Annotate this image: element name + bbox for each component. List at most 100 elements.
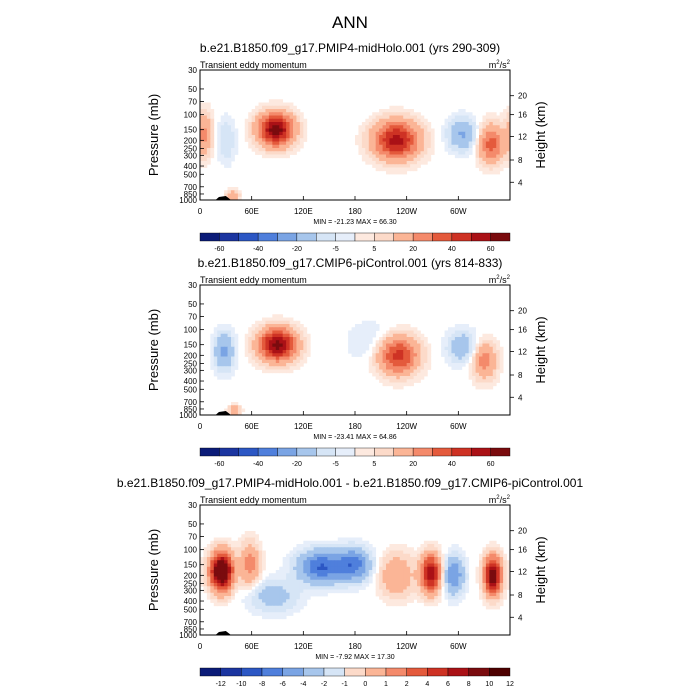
panel-title: b.e21.B1850.f09_g17.CMIP6-piControl.001 … [198,256,503,270]
ytick-right-label: 12 [518,347,527,356]
colorbar-label: -5 [333,461,339,468]
units-label: m2/s2 [489,275,511,285]
colorbar-swatch [199,232,220,242]
colorbar-label: -1 [342,681,348,688]
ytick-label: 100 [184,546,198,555]
colorbar-swatch [323,667,345,677]
panel-2: b.e21.B1850.f09_g17.CMIP6-piControl.001 … [146,256,548,468]
panel-1: b.e21.B1850.f09_g17.PMIP4-midHolo.001 (y… [146,41,548,253]
ytick-label: 1000 [179,196,197,205]
colorbar-label: -2 [321,681,327,688]
colorbar-swatch [451,447,472,457]
ytick-label: 400 [184,162,198,171]
colorbar-label: -12 [216,681,226,688]
ytick-label: 100 [184,326,198,335]
ytick-right-label: 20 [518,527,527,536]
ytick-label: 300 [184,586,198,595]
panel-title: b.e21.B1850.f09_g17.PMIP4-midHolo.001 - … [117,476,584,490]
colorbar-swatch [490,232,511,242]
ytick-label: 150 [184,126,198,135]
colorbar-label: 6 [446,681,450,688]
ytick-label: 400 [184,597,198,606]
ytick-right-label: 8 [518,371,523,380]
colorbar-swatch [393,447,414,457]
colorbar-swatch [277,447,298,457]
colorbar-label: -40 [253,246,263,253]
ytick-label: 200 [184,136,198,145]
colorbar-label: 40 [448,246,456,253]
colorbar: -12 -10 -8 -6 -4 -2 -1 0 1 2 4 6 8 10 12 [199,667,514,688]
ytick-right-label: 16 [518,546,527,555]
ytick-label: 70 [188,312,197,321]
colorbar-swatch [257,447,278,457]
colorbar-swatch [335,232,356,242]
figure-title: ANN [332,13,368,32]
ytick-label: 50 [188,520,197,529]
ytick-label: 250 [184,145,198,154]
colorbar-swatch [335,447,356,457]
colorbar-swatch [277,232,298,242]
colorbar-swatch [296,447,317,457]
colorbar-label: 1 [384,681,388,688]
colorbar-label: -8 [259,681,265,688]
ytick-label: 500 [184,605,198,614]
colorbar-swatch [432,447,453,457]
ytick-label: 70 [188,532,197,541]
xtick-label: 120E [294,642,313,651]
ytick-label: 300 [184,366,198,375]
xtick-label: 120W [396,207,417,216]
ytick-right-label: 16 [518,111,527,120]
colorbar-swatch [412,232,433,242]
xtick-label: 180 [348,207,362,216]
colorbar-label: 10 [485,681,493,688]
ytick-label: 200 [184,351,198,360]
xtick-label: 0 [198,642,203,651]
ylabel-right: Height (km) [533,536,548,603]
colorbar-label: -10 [236,681,246,688]
ylabel-right: Height (km) [533,316,548,383]
colorbar-label: 12 [506,681,514,688]
colorbar-swatch [199,447,220,457]
ytick-label: 850 [184,190,198,199]
colorbar-label: 5 [372,461,376,468]
colorbar-swatch [241,667,263,677]
ytick-label: 30 [188,66,197,75]
colorbar-swatch [374,447,394,457]
colorbar-swatch [365,667,387,677]
colorbar-swatch [220,667,242,677]
ytick-label: 700 [184,618,198,627]
colorbar-swatch [296,232,317,242]
ytick-label: 500 [184,385,198,394]
xtick-label: 60E [245,207,259,216]
xtick-label: 120W [396,422,417,431]
colorbar-label: 5 [372,246,376,253]
colorbar-swatch [257,232,278,242]
ylabel-right: Height (km) [533,101,548,168]
colorbar-swatch [489,667,511,677]
colorbar-swatch [261,667,283,677]
ytick-right-label: 20 [518,307,527,316]
xtick-label: 180 [348,642,362,651]
colorbar-label: -20 [292,246,302,253]
ytick-label: 250 [184,360,198,369]
colorbar-swatch [354,232,375,242]
colorbar-swatch [282,667,304,677]
colorbar-swatch [406,667,428,677]
colorbar-label: 60 [487,461,495,468]
ytick-right-label: 4 [518,178,523,187]
ytick-right-label: 4 [518,393,523,402]
terrain-mask [215,196,231,200]
colorbar-swatch [468,667,490,677]
ytick-label: 300 [184,151,198,160]
ytick-right-label: 8 [518,591,523,600]
ylabel: Pressure (mb) [146,529,161,611]
colorbar-label: 0 [363,681,367,688]
xtick-label: 120W [396,642,417,651]
ytick-label: 150 [184,341,198,350]
ytick-label: 150 [184,561,198,570]
terrain-mask [215,631,231,635]
xtick-label: 60W [450,642,467,651]
ytick-label: 1000 [179,631,197,640]
ylabel: Pressure (mb) [146,94,161,176]
xtick-label: 60E [245,642,259,651]
